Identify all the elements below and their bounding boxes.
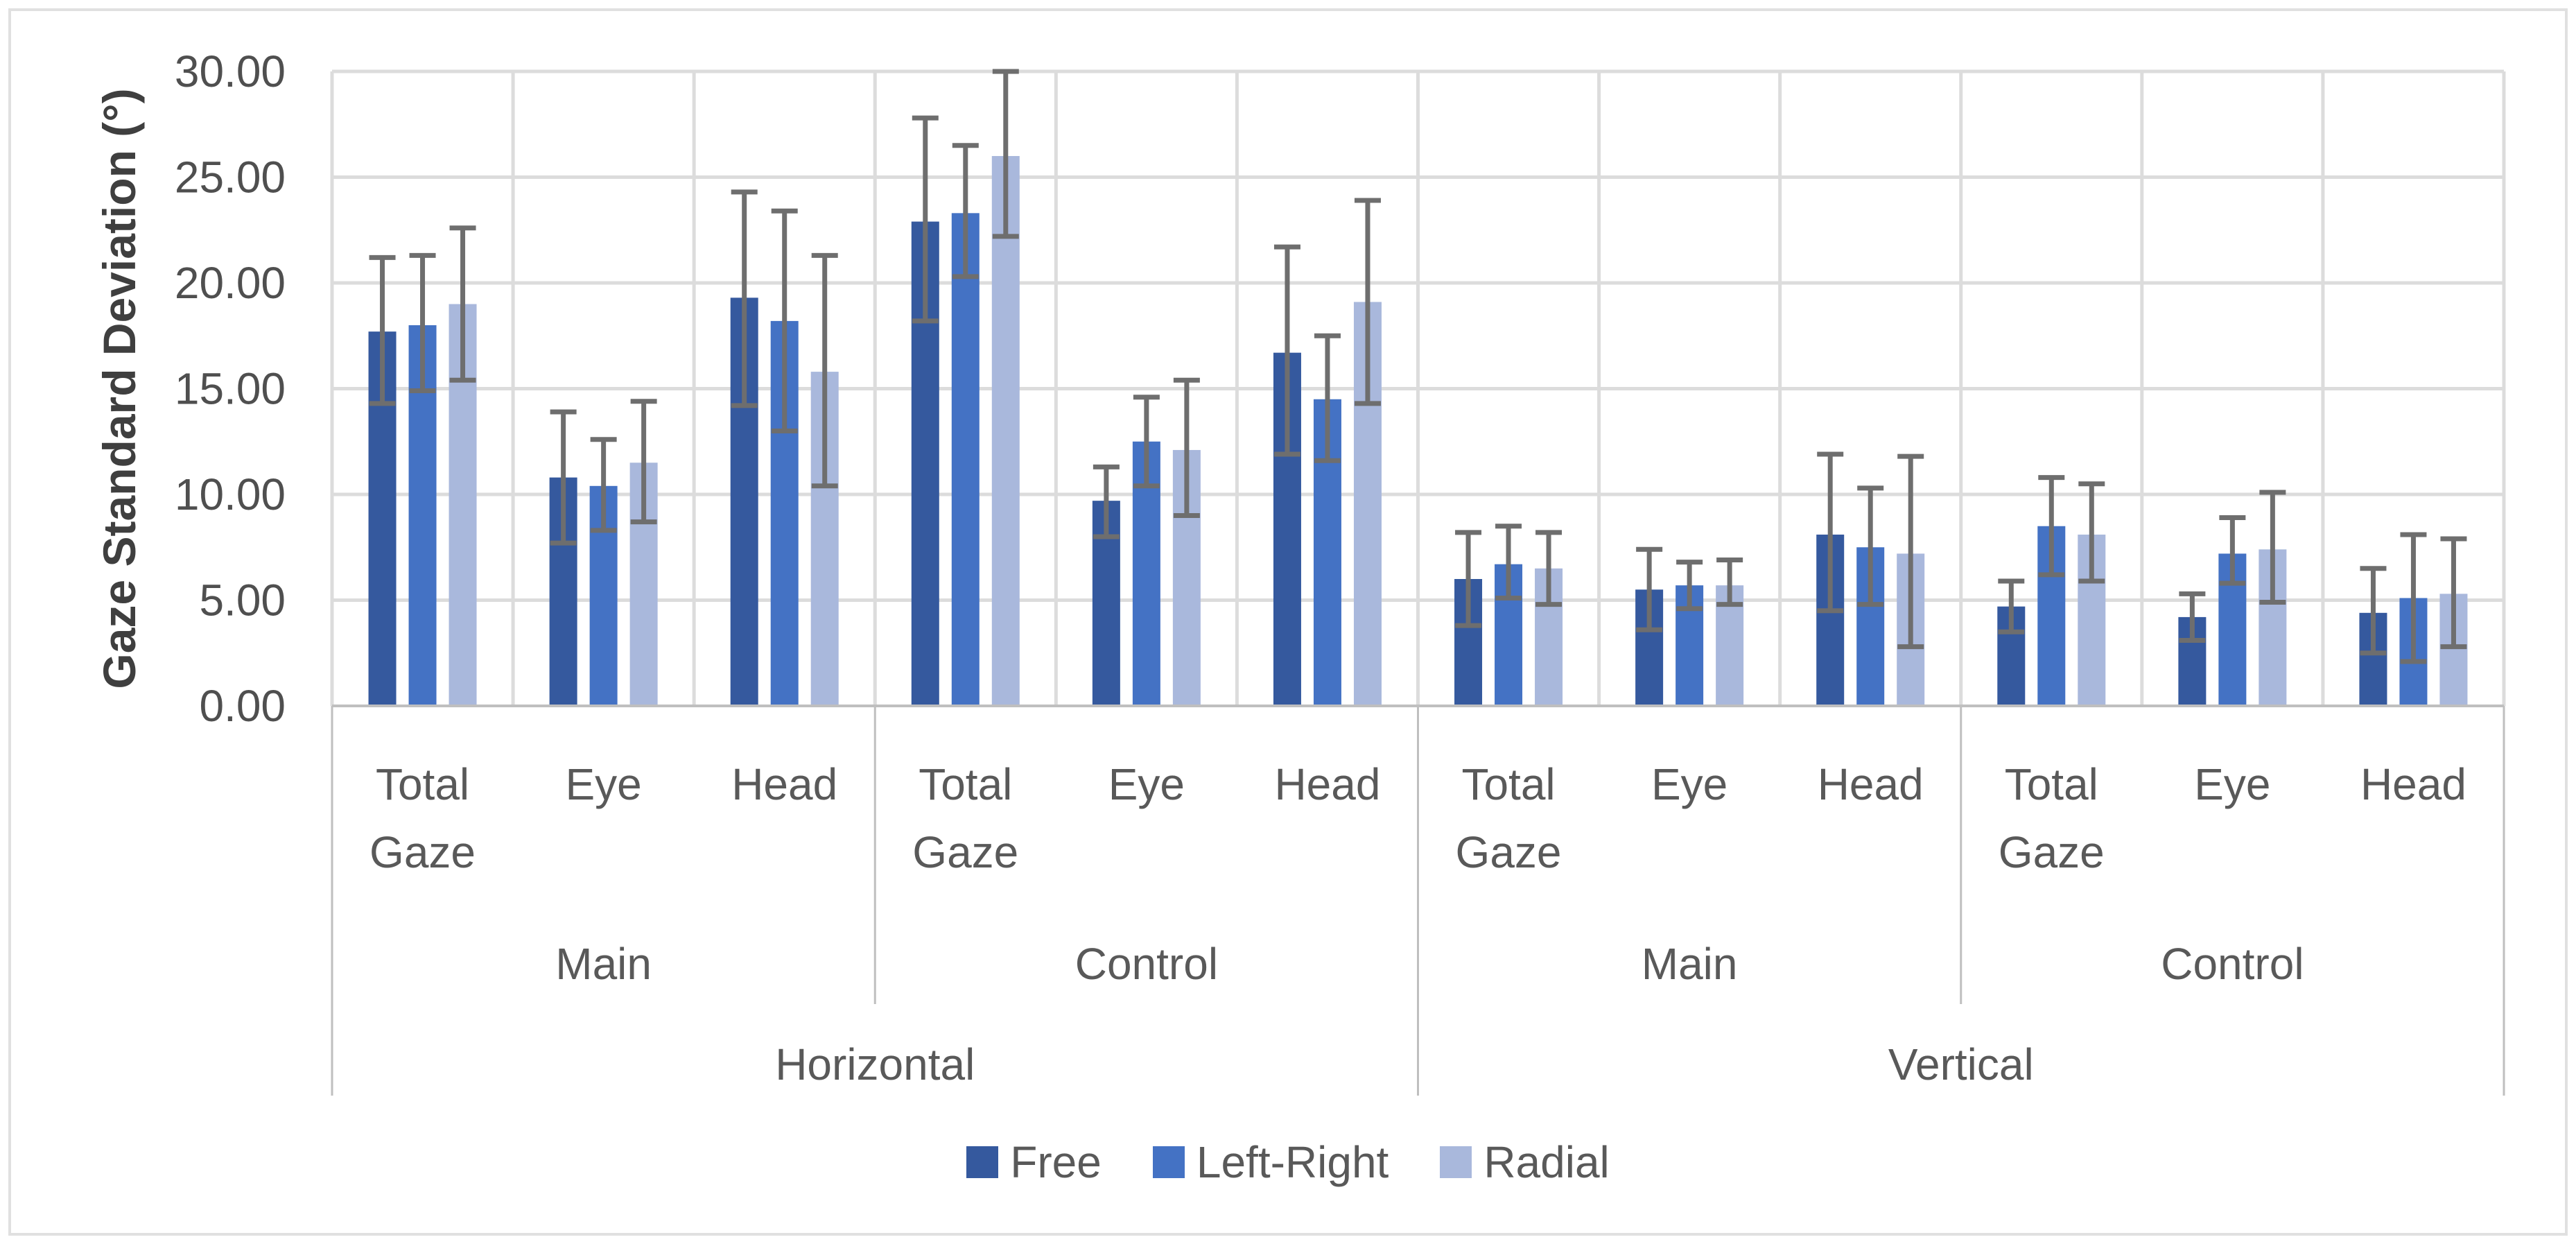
y-tick-label: 20.00	[175, 258, 286, 308]
group-label-main: Main	[1642, 939, 1738, 989]
category-label-total-gaze: Gaze	[1456, 827, 1562, 877]
category-label-total-gaze: Total	[919, 759, 1012, 809]
legend-swatch-left-right	[1152, 1146, 1185, 1178]
y-tick-label: 25.00	[175, 153, 286, 202]
section-label-vertical: Vertical	[1888, 1039, 2034, 1089]
group-label-control: Control	[2161, 939, 2304, 989]
category-label-total-gaze: Total	[2005, 759, 2098, 809]
category-label-total-gaze: Total	[1461, 759, 1555, 809]
category-label-eye: Eye	[1651, 759, 1728, 809]
figure-border	[8, 8, 2568, 1236]
category-label-head: Head	[731, 759, 837, 809]
section-label-horizontal: Horizontal	[775, 1039, 975, 1089]
category-label-total-gaze: Gaze	[912, 827, 1018, 877]
category-label-total-gaze: Gaze	[1999, 827, 2105, 877]
chart-legend: Free Left-Right Radial	[0, 1128, 2576, 1197]
legend-item-left-right: Left-Right	[1152, 1137, 1389, 1188]
category-label-total-gaze: Total	[376, 759, 469, 809]
y-axis-title: Gaze Standard Deviation (°)	[94, 88, 145, 689]
group-label-main: Main	[555, 939, 652, 989]
y-tick-label: 0.00	[199, 681, 286, 731]
legend-swatch-radial	[1440, 1146, 1472, 1178]
legend-label-free: Free	[1010, 1137, 1102, 1187]
legend-label-left-right: Left-Right	[1196, 1137, 1389, 1187]
legend-swatch-free	[966, 1146, 999, 1178]
group-label-control: Control	[1075, 939, 1218, 989]
category-label-total-gaze: Gaze	[369, 827, 476, 877]
category-label-eye: Eye	[2194, 759, 2270, 809]
category-label-eye: Eye	[1108, 759, 1185, 809]
bar-left-right-horizontal-control-total-gaze	[951, 213, 980, 707]
category-label-eye: Eye	[565, 759, 641, 809]
legend-label-radial: Radial	[1483, 1137, 1610, 1187]
legend-item-radial: Radial	[1440, 1137, 1610, 1188]
y-tick-label: 30.00	[175, 46, 286, 96]
category-label-head: Head	[1274, 759, 1380, 809]
y-tick-label: 5.00	[199, 576, 286, 625]
category-label-head: Head	[1818, 759, 1924, 809]
y-tick-label: 10.00	[175, 469, 286, 519]
bar-radial-horizontal-control-total-gaze	[991, 156, 1020, 706]
legend-item-free: Free	[966, 1137, 1102, 1188]
y-tick-label: 15.00	[175, 364, 286, 414]
category-label-head: Head	[2360, 759, 2466, 809]
